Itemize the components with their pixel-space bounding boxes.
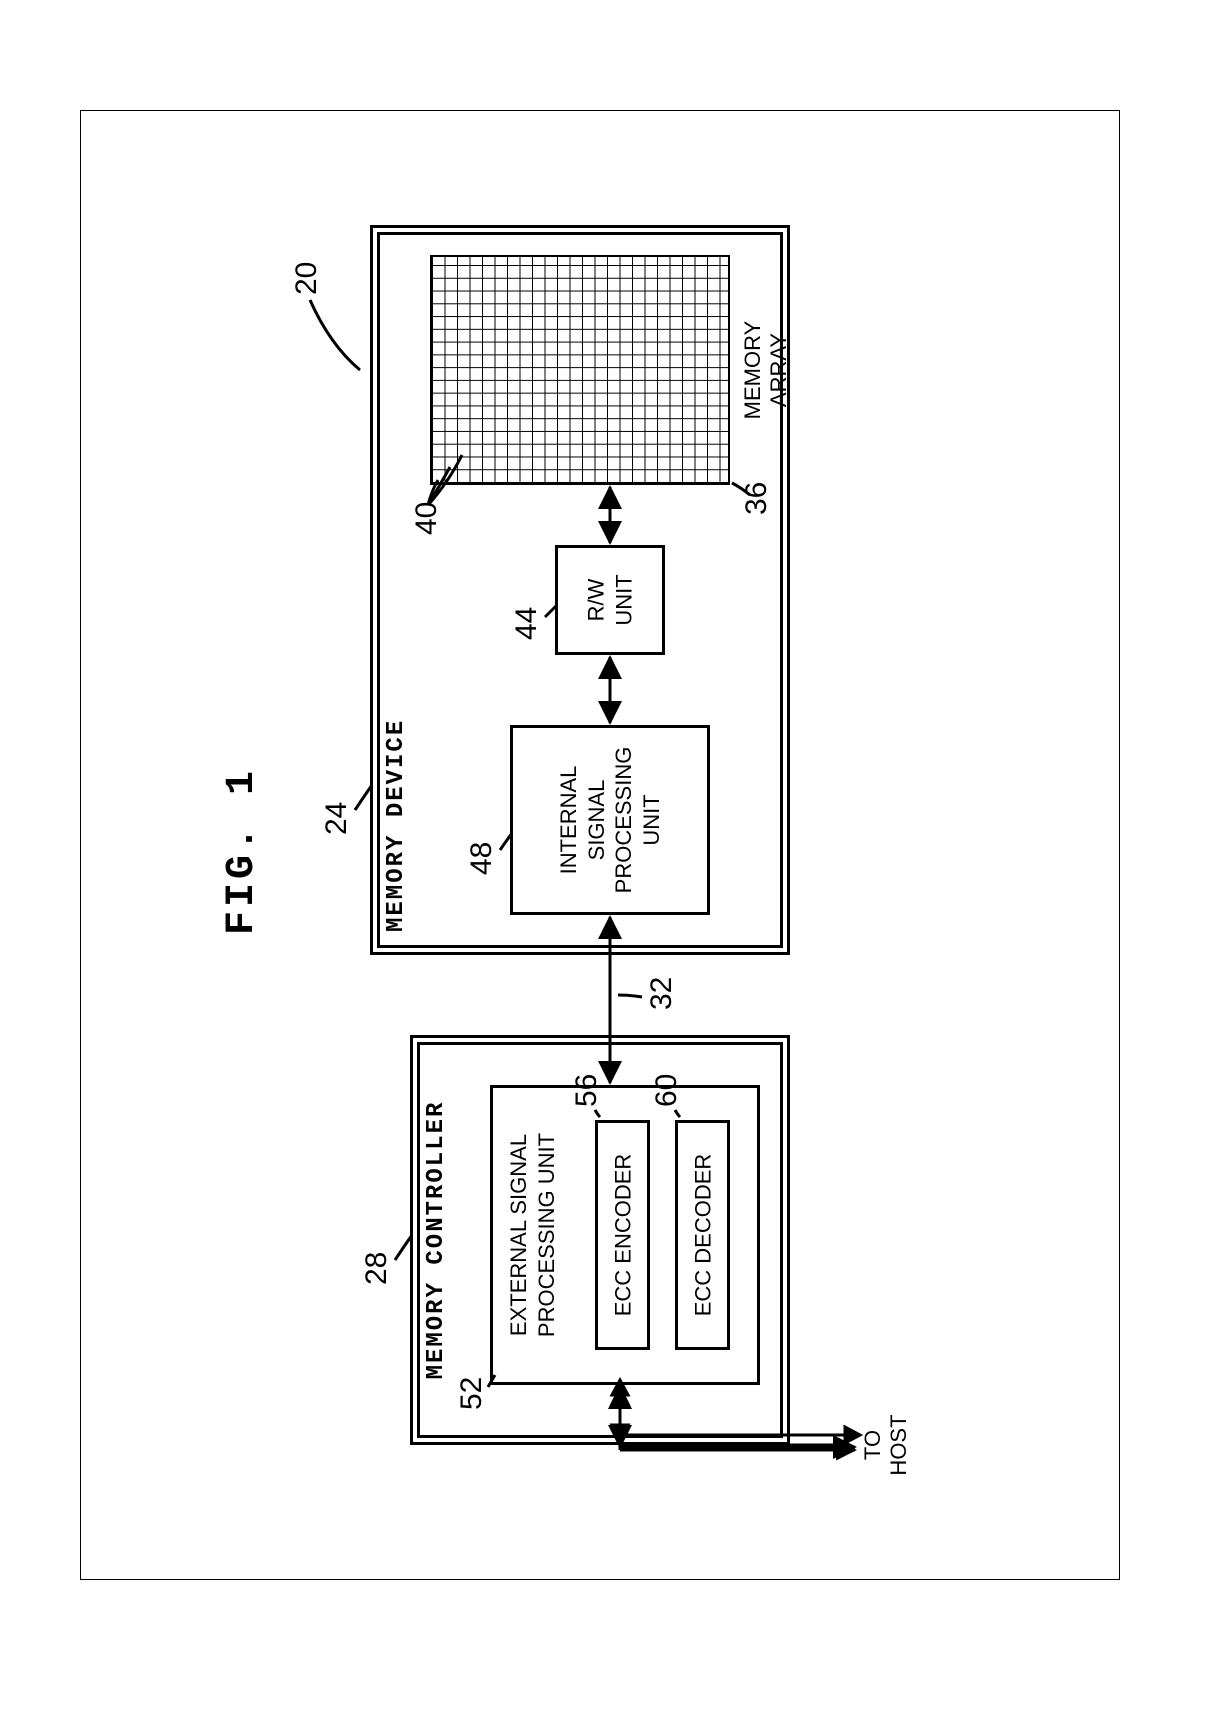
memory-device-title: MEMORY DEVICE [383,719,410,932]
ref-52: 52 [455,1377,489,1410]
ispu-label: INTERNAL SIGNAL PROCESSING UNIT [555,728,665,912]
ref-48: 48 [465,842,499,875]
diagram-canvas: FIG. 1 20 MEMORY CONTROLLER 28 EXTERNAL … [200,195,1000,1495]
memory-array-label: MEMORY ARRAY [740,285,792,455]
ispu-box: INTERNAL SIGNAL PROCESSING UNIT [510,725,710,915]
ref-32: 32 [645,977,679,1010]
ref-56: 56 [570,1074,604,1107]
ref-44: 44 [510,607,544,640]
ref-28: 28 [360,1252,394,1285]
ecc-encoder-box: ECC ENCODER [595,1120,650,1350]
ecc-decoder-label: ECC DECODER [689,1123,717,1347]
ecc-encoder-label: ECC ENCODER [609,1123,637,1347]
rw-unit-label: R/W UNIT [583,548,638,652]
ref-40: 40 [410,502,444,535]
espu-label: EXTERNAL SIGNAL PROCESSING UNIT [505,1088,560,1382]
figure-title: FIG. 1 [220,767,265,935]
ref-36: 36 [740,482,774,515]
page-frame: FIG. 1 20 MEMORY CONTROLLER 28 EXTERNAL … [80,110,1120,1580]
ref-60: 60 [650,1074,684,1107]
memory-controller-title: MEMORY CONTROLLER [423,1038,450,1442]
rw-unit-box: R/W UNIT [555,545,665,655]
ref-24: 24 [320,802,354,835]
ecc-decoder-box: ECC DECODER [675,1120,730,1350]
to-host-label: TO HOST [860,1405,912,1485]
memory-array-grid [430,255,730,485]
ref-20: 20 [290,262,324,295]
